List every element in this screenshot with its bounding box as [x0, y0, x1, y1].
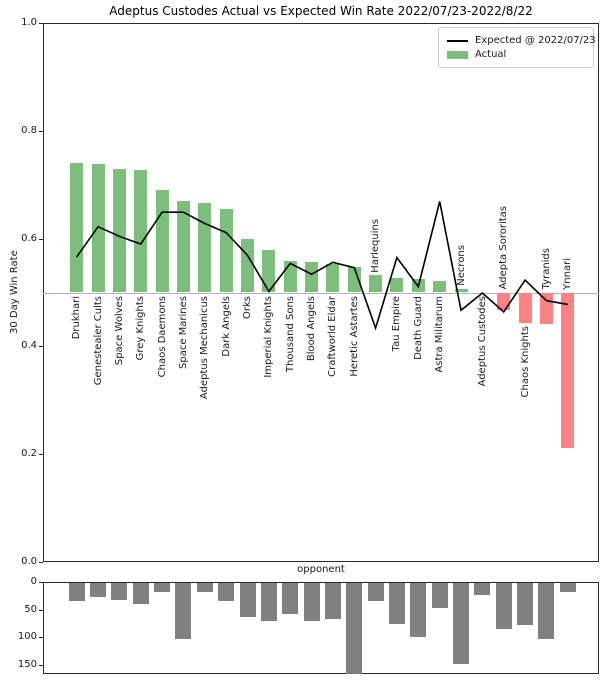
category-label: Drukhari: [71, 295, 83, 339]
category-label: Death Guard: [412, 295, 424, 360]
count-tick-label: 100: [17, 631, 37, 642]
count-bar: [303, 583, 320, 621]
legend-label-expected: Expected @ 2022/07/23: [475, 35, 596, 46]
category-label: Tyranids: [540, 248, 552, 290]
actual-bar-swatch: [447, 50, 468, 59]
count-bar: [282, 583, 299, 614]
count-tick-mark: [39, 582, 43, 583]
actual-bar: [219, 208, 233, 293]
category-label: Grey Knights: [135, 295, 147, 360]
expected-line: [76, 201, 568, 331]
count-tick-mark: [39, 664, 43, 666]
count-bar: [111, 583, 128, 601]
category-label: Heretic Astartes: [348, 295, 360, 377]
category-label: Blood Angels: [306, 295, 318, 361]
count-bar: [324, 583, 341, 619]
actual-bar: [326, 263, 340, 293]
actual-bar: [454, 288, 468, 293]
count-bar: [346, 583, 363, 674]
category-label: Orks: [242, 295, 253, 319]
y-tick-label: 1.0: [21, 17, 37, 28]
y-tick-mark: [39, 346, 43, 348]
category-label: Chaos Daemons: [156, 295, 168, 377]
legend-item-actual: Actual: [447, 48, 586, 61]
count-bar: [538, 583, 555, 639]
y-tick-mark: [39, 562, 43, 563]
count-tick-label: 50: [24, 603, 37, 615]
category-label: Astra Militarum: [434, 295, 446, 373]
count-tick-label: 150: [17, 658, 37, 670]
category-label: Space Wolves: [113, 295, 125, 365]
count-bar: [68, 583, 85, 602]
actual-bar: [561, 292, 575, 449]
count-bar: [453, 583, 469, 664]
baseline-line: [43, 292, 599, 294]
count-tick-mark: [39, 637, 43, 638]
category-label: Adepta Sororitas: [498, 206, 510, 290]
y-tick-label: 0.4: [21, 340, 37, 352]
actual-bar: [305, 262, 319, 293]
y-tick-mark: [39, 23, 43, 24]
category-label: Craftworld Eldar: [327, 295, 339, 377]
count-bar: [495, 583, 512, 629]
category-label: Thousand Sons: [284, 295, 296, 372]
actual-bar: [112, 168, 126, 293]
category-label: Chaos Knights: [519, 326, 531, 398]
expected-line-swatch: [447, 39, 468, 42]
count-bar: [154, 583, 171, 593]
count-bar: [517, 583, 534, 626]
count-bar: [175, 583, 192, 640]
legend-label-actual: Actual: [475, 49, 507, 60]
actual-bar: [518, 292, 532, 324]
y-tick-mark: [39, 238, 43, 240]
actual-bar: [433, 280, 447, 293]
actual-bar: [176, 200, 190, 293]
count-bar: [388, 583, 405, 625]
y-tick-label: 0.2: [21, 448, 37, 460]
category-label: Adeptus Mechanicus: [199, 295, 211, 399]
count-bar: [218, 583, 235, 602]
count-bar: [260, 583, 277, 621]
actual-bar: [390, 277, 404, 293]
actual-bar: [155, 189, 169, 293]
count-bar: [90, 583, 107, 598]
actual-bar: [91, 164, 105, 293]
category-label: Necrons: [455, 245, 467, 286]
x-axis-label-opponent: opponent: [297, 564, 345, 575]
category-label: Genestealer Cults: [92, 295, 104, 385]
category-label: Ynnari: [562, 257, 574, 290]
count-tick-label: 0: [30, 576, 37, 587]
count-bar: [431, 583, 448, 608]
y-tick-mark: [39, 454, 43, 456]
y-axis-label: 30 Day Win Rate: [9, 250, 20, 335]
actual-bar: [369, 275, 383, 293]
count-bar: [474, 583, 491, 595]
count-bar: [239, 583, 256, 618]
actual-bar: [539, 292, 553, 324]
actual-bar: [70, 162, 84, 293]
count-tick-mark: [39, 609, 43, 611]
actual-bar: [134, 170, 148, 293]
category-label: Space Marines: [177, 295, 189, 369]
count-bar: [559, 583, 576, 592]
category-label: Tau Empire: [391, 295, 403, 351]
category-label: Adeptus Custodes: [476, 295, 488, 386]
y-tick-label: 0.6: [21, 232, 37, 244]
category-label: Harlequins: [370, 218, 382, 273]
category-label: Imperial Knights: [263, 295, 275, 378]
count-bar: [132, 583, 149, 604]
actual-bar: [262, 249, 276, 293]
count-bar: [410, 583, 427, 638]
legend: Expected @ 2022/07/23 Actual: [438, 27, 596, 68]
legend-item-expected: Expected @ 2022/07/23: [447, 34, 596, 47]
y-tick-label: 0.0: [21, 556, 37, 567]
y-tick-mark: [39, 130, 43, 132]
actual-bar: [347, 267, 361, 293]
y-tick-label: 0.8: [21, 124, 37, 136]
count-bar: [367, 583, 384, 601]
chart-title: Adeptus Custodes Actual vs Expected Win …: [109, 4, 533, 18]
category-label: Dark Angels: [220, 295, 232, 357]
count-bar: [196, 583, 213, 593]
